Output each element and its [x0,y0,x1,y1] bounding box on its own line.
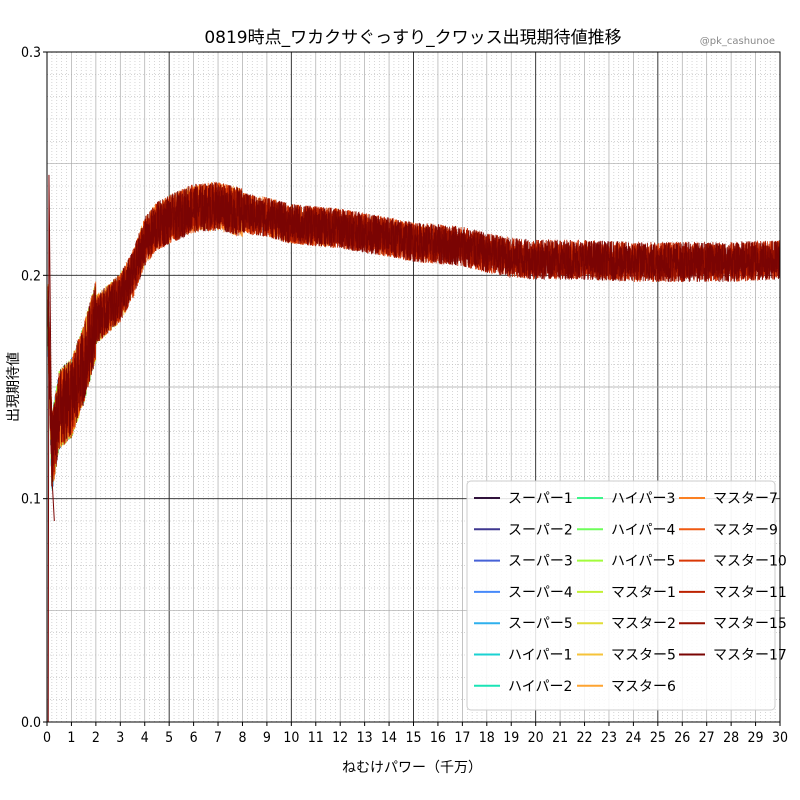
x-tick-label: 30 [772,730,788,746]
series-line [47,174,55,723]
legend-label: スーパー4 [508,585,573,601]
x-tick-label: 7 [214,730,222,746]
x-tick-label: 4 [141,730,149,746]
legend-label: ハイパー3 [611,491,675,507]
x-tick-label: 24 [625,730,641,746]
chart-title: 0819時点_ワカクサぐっすり_クワッス出現期待値推移 [204,28,621,48]
x-tick-label: 16 [430,730,446,746]
series-lines [47,174,781,723]
axes: 0 1 2 3 4 5 6 7 8 9 10 11 12 13 14 15 16 17 18 19 20 21 22 23 24… [6,45,788,746]
legend-label: スーパー5 [508,616,573,632]
x-tick-label: 8 [238,730,246,746]
x-tick-label: 18 [479,730,495,746]
x-tick-label: 26 [674,730,690,746]
x-tick-label: 6 [190,730,198,746]
x-tick-label: 22 [577,730,593,746]
legend-label: スーパー1 [508,491,573,507]
y-tick-label: 0.1 [21,492,41,508]
x-tick-label: 13 [357,730,373,746]
x-tick-label: 0 [43,730,51,746]
legend: スーパー1 スーパー2 スーパー3 スーパー4 スーパー5 ハイパー1 ハイパー2 ハイパー3… [466,480,787,711]
legend-label: スーパー3 [508,554,573,570]
series-line [47,182,781,487]
x-tick-label: 19 [503,730,519,746]
x-tick-label: 5 [165,730,173,746]
x-tick-label: 23 [601,730,617,746]
legend-label: マスター15 [713,616,787,632]
x-tick-label: 9 [263,730,271,746]
x-tick-label: 17 [454,730,470,746]
x-tick-label: 21 [552,730,568,746]
x-tick-label: 15 [405,730,421,746]
x-tick-label: 28 [723,730,739,746]
x-tick-label: 1 [67,730,75,746]
legend-label: マスター6 [611,679,676,695]
x-tick-label: 20 [528,730,544,746]
x-tick-label: 25 [650,730,666,746]
x-tick-label: 2 [92,730,100,746]
x-tick-label: 27 [699,730,715,746]
x-tick-label: 29 [748,730,764,746]
legend-label: ハイパー1 [508,648,572,664]
x-axis-label: ねむけパワー（千万） [342,760,482,776]
y-tick-label: 0.0 [21,715,41,731]
legend-label: マスター7 [713,491,778,507]
legend-label: スーパー2 [508,522,573,538]
y-tick-label: 0.3 [21,45,41,61]
legend-label: ハイパー5 [611,554,675,570]
legend-label: マスター1 [611,585,676,601]
chart-credit: @pk_cashunoe [700,36,775,47]
legend-label: ハイパー2 [508,679,572,695]
y-axis-label: 出現期待値 [6,352,22,422]
x-tick-label: 10 [283,730,299,746]
legend-label: マスター9 [713,522,778,538]
legend-box [466,480,776,711]
x-tick-label: 12 [332,730,348,746]
x-tick-label: 3 [116,730,124,746]
x-tick-label: 14 [381,730,397,746]
legend-label: ハイパー4 [611,522,675,538]
legend-label: マスター17 [713,648,787,664]
legend-label: マスター10 [713,554,787,570]
legend-label: マスター11 [713,585,787,601]
legend-label: マスター2 [611,616,676,632]
legend-label: マスター5 [611,648,676,664]
x-tick-label: 11 [308,730,324,746]
y-tick-label: 0.2 [21,268,41,284]
